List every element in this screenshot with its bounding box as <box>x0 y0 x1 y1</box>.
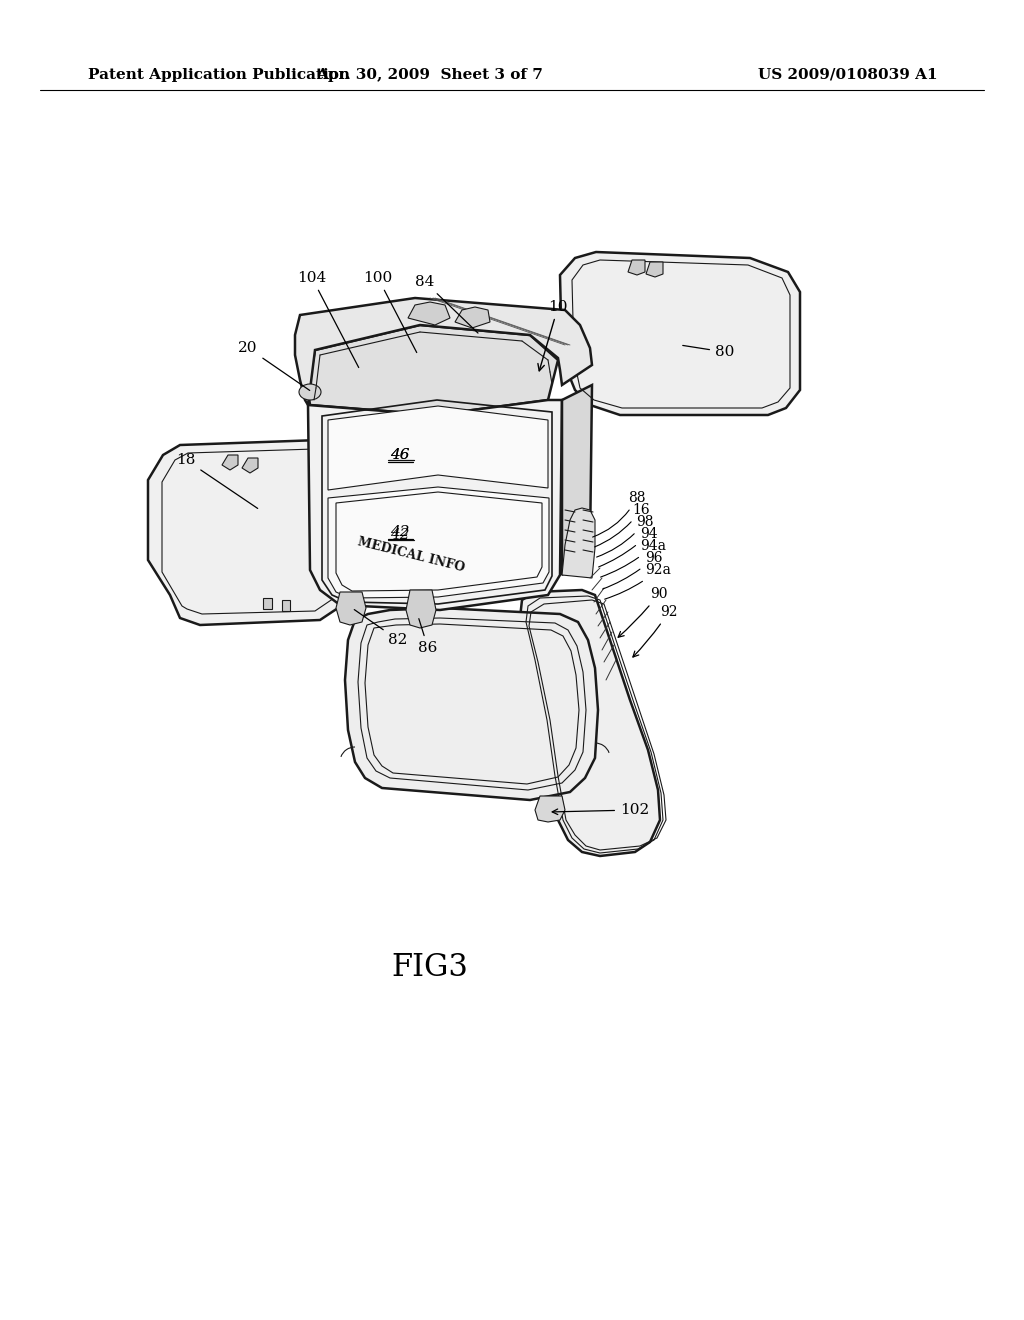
Text: 86: 86 <box>419 619 437 655</box>
Text: 42: 42 <box>390 528 410 543</box>
Polygon shape <box>408 302 450 325</box>
Polygon shape <box>562 385 592 576</box>
Polygon shape <box>148 440 375 624</box>
Polygon shape <box>406 590 436 628</box>
Ellipse shape <box>299 384 321 400</box>
Polygon shape <box>263 598 272 609</box>
Text: MEDICAL INFO: MEDICAL INFO <box>356 536 466 576</box>
Text: Patent Application Publication: Patent Application Publication <box>88 69 350 82</box>
Text: 82: 82 <box>354 610 408 647</box>
Text: 100: 100 <box>364 271 417 352</box>
Text: 10: 10 <box>538 300 567 371</box>
Text: 46: 46 <box>390 447 410 462</box>
Text: 92: 92 <box>633 605 678 657</box>
Polygon shape <box>282 601 290 611</box>
Polygon shape <box>328 407 548 490</box>
Text: 46: 46 <box>390 447 410 462</box>
Text: 94: 94 <box>599 527 657 568</box>
Text: 84: 84 <box>416 275 478 333</box>
Text: 92a: 92a <box>604 564 671 599</box>
Polygon shape <box>345 609 598 800</box>
Text: US 2009/0108039 A1: US 2009/0108039 A1 <box>759 69 938 82</box>
Text: 42: 42 <box>390 525 410 539</box>
Text: 16: 16 <box>595 503 649 546</box>
Polygon shape <box>336 591 366 624</box>
Polygon shape <box>308 325 558 414</box>
Polygon shape <box>242 458 258 473</box>
Text: FIG3: FIG3 <box>391 953 468 983</box>
Polygon shape <box>562 508 595 578</box>
Polygon shape <box>328 487 549 598</box>
Text: 88: 88 <box>593 491 645 537</box>
Text: 102: 102 <box>552 803 649 817</box>
Polygon shape <box>295 298 592 405</box>
Polygon shape <box>628 260 645 275</box>
Text: 98: 98 <box>597 515 653 557</box>
Text: 80: 80 <box>683 345 734 359</box>
Text: 90: 90 <box>618 587 668 638</box>
Text: 104: 104 <box>297 271 358 367</box>
Text: 96: 96 <box>602 550 663 589</box>
Polygon shape <box>520 590 660 855</box>
Polygon shape <box>560 252 800 414</box>
Polygon shape <box>308 400 562 610</box>
Polygon shape <box>455 308 490 327</box>
Text: 94a: 94a <box>601 539 666 577</box>
Polygon shape <box>535 796 565 822</box>
Text: 18: 18 <box>176 453 258 508</box>
Text: 20: 20 <box>239 341 309 391</box>
Text: Apr. 30, 2009  Sheet 3 of 7: Apr. 30, 2009 Sheet 3 of 7 <box>316 69 544 82</box>
Polygon shape <box>646 261 663 277</box>
Polygon shape <box>222 455 238 470</box>
